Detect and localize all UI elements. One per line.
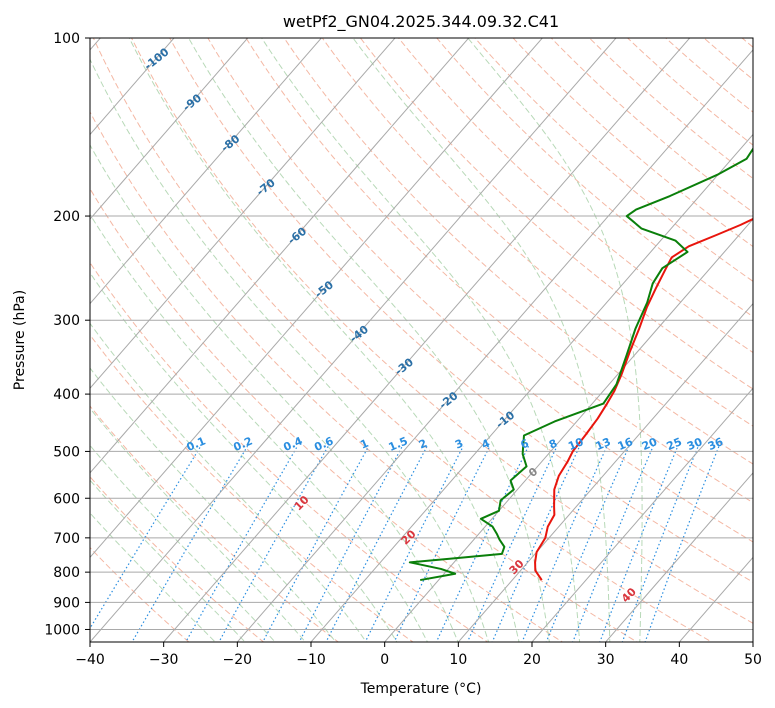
temperature-line [534, 217, 753, 581]
mixing-ratio-line [521, 445, 608, 642]
chart-title: wetPf2_GN04.2025.344.09.32.C41 [283, 12, 559, 32]
moist-adiabat [90, 407, 306, 642]
y-tick-label: 500 [53, 444, 80, 460]
mixing-ratio-label: 25 [665, 435, 684, 453]
y-tick-label: 600 [53, 491, 80, 507]
isotherm-line [605, 472, 753, 642]
dry-adiabat [398, 38, 753, 354]
isotherm-line [90, 38, 470, 474]
mixing-ratio-line [131, 445, 248, 642]
x-tick-label: −20 [223, 652, 253, 668]
x-tick-label: −40 [75, 652, 105, 668]
y-tick-label: 1000 [44, 622, 80, 638]
y-tick-label: 800 [53, 565, 80, 581]
mixing-ratio-label: 16 [616, 435, 635, 453]
mixing-ratio-line [298, 445, 403, 642]
mixing-ratio-label: 10 [566, 435, 585, 453]
y-tick-label: 100 [53, 31, 80, 47]
y-tick-label: 400 [53, 387, 80, 403]
dry-adiabat [90, 110, 638, 642]
isotherm-line [90, 38, 617, 642]
dry-adiabat [90, 261, 489, 642]
mixing-ratio-line [393, 445, 491, 642]
dry-adiabat [321, 38, 753, 427]
dry-adiabat [512, 38, 753, 248]
mixing-ratio-line [325, 445, 428, 642]
dry-adiabat [90, 334, 414, 642]
moist-adiabat [90, 512, 216, 642]
isotherm-line [163, 38, 691, 642]
moist-adiabat [90, 444, 276, 642]
isotherm-line [90, 38, 544, 559]
y-tick-label: 200 [53, 209, 80, 225]
dry-adiabat [245, 38, 753, 504]
dry-adiabat [92, 38, 713, 642]
x-tick-label: −30 [149, 652, 179, 668]
dry-adiabat [90, 187, 564, 642]
x-tick-label: 40 [670, 652, 688, 668]
x-tick-label: 30 [597, 652, 615, 668]
moist-adiabat [188, 38, 550, 642]
isotherm-line [531, 387, 753, 642]
isotherm-line [310, 133, 753, 642]
mixing-ratio-label: 13 [594, 435, 613, 453]
dewpoint-line [408, 147, 753, 582]
dry-adiabat [207, 38, 753, 543]
x-tick-label: 50 [744, 652, 762, 668]
x-tick-label: 10 [449, 652, 467, 668]
dry-adiabat [169, 38, 753, 583]
isotherm-line [236, 49, 753, 642]
mixing-ratio-label: 20 [640, 435, 659, 453]
dry-adiabat [550, 38, 753, 213]
isotherm-line [90, 38, 396, 390]
x-axis-title: Temperature (°C) [360, 681, 482, 697]
dry-adiabat [90, 405, 340, 642]
mixing-ratio-line [572, 445, 654, 642]
mixing-ratio-line [262, 445, 370, 642]
mixing-ratio-line [90, 445, 202, 630]
dry-adiabat [130, 38, 753, 624]
isotherm-line [90, 38, 323, 305]
y-tick-label: 900 [53, 595, 80, 611]
isotherm-line [90, 38, 249, 220]
y-tick-label: 700 [53, 531, 80, 547]
mixing-ratio-label: 36 [706, 435, 725, 453]
x-tick-label: −10 [296, 652, 326, 668]
mixing-ratio-line [545, 445, 630, 642]
mixing-ratio-label: 30 [685, 435, 704, 453]
dry-adiabat [283, 38, 753, 465]
dry-adiabat [588, 38, 753, 180]
x-tick-label: 0 [380, 652, 389, 668]
axes: −40 −30 −20 −10 0 10 20 30 40 50 100 200 300 400 500 60… [44, 31, 762, 668]
y-tick-label: 300 [53, 313, 80, 329]
x-tick-label: 20 [523, 652, 541, 668]
background-lines [90, 38, 753, 642]
y-axis-title: Pressure (hPa) [12, 290, 28, 390]
isotherm-line [90, 38, 175, 136]
plot-frame [89, 37, 754, 643]
mixing-ratio-line [599, 445, 679, 642]
mixing-ratio-line [644, 446, 720, 642]
mixing-ratio-line [364, 445, 464, 642]
mixing-ratio-line [621, 446, 699, 642]
dry-adiabat [436, 38, 753, 318]
data-series [408, 147, 753, 582]
mixing-ratio-line [491, 445, 581, 642]
isotherm-line [384, 218, 753, 642]
dry-adiabat [359, 38, 753, 390]
